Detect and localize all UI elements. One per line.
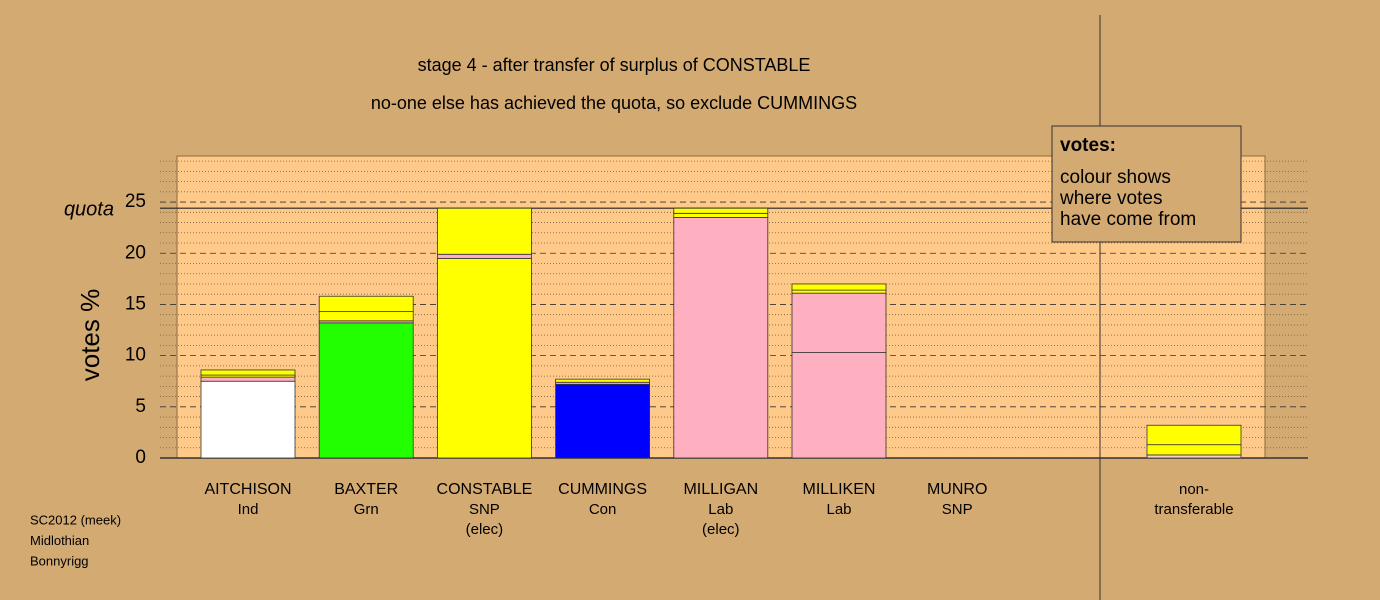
x-tick-label: Lab [708, 501, 733, 518]
chart-title: stage 4 - after transfer of surplus of C… [418, 55, 811, 75]
footer-text: Midlothian [30, 533, 89, 548]
y-tick-label: 20 [125, 242, 146, 263]
x-tick-label: BAXTER [334, 481, 398, 498]
bar-segment [791, 289, 887, 294]
bar-segment [555, 383, 650, 459]
x-tick-label: (elec) [466, 521, 504, 538]
y-tick-label: 15 [125, 293, 146, 314]
y-tick-label: 25 [125, 191, 146, 212]
x-tick-label: Con [589, 501, 617, 518]
x-tick-label: Ind [238, 501, 259, 518]
bar-segment [791, 283, 887, 291]
x-tick-label: MILLIGAN [683, 481, 758, 498]
x-tick-label: AITCHISON [204, 481, 291, 498]
x-tick-label: SNP [942, 501, 973, 518]
legend-box [1051, 125, 1242, 243]
bar-segment [673, 207, 769, 214]
x-tick-label: CUMMINGS [558, 481, 647, 498]
bar-segment [1146, 454, 1242, 459]
bar-segment [318, 311, 414, 322]
legend-title: votes: [1060, 135, 1116, 156]
bar-segment [200, 376, 296, 382]
bar-segment [791, 292, 887, 353]
bar-segment [1146, 444, 1242, 456]
bar-segment [318, 295, 414, 313]
bar-segment [436, 253, 532, 259]
bar-segment [673, 212, 769, 218]
legend-text: where votes [1059, 188, 1162, 209]
x-tick-label: non- [1179, 481, 1209, 498]
y-tick-label: 5 [135, 396, 146, 417]
bar-segment [318, 322, 414, 459]
bar-segment [673, 217, 769, 459]
chart-subtitle: no-one else has achieved the quota, so e… [371, 93, 857, 113]
legend-text: colour shows [1060, 167, 1171, 188]
x-tick-label: Lab [826, 501, 851, 518]
x-tick-label: CONSTABLE [437, 481, 533, 498]
legend-text: have come from [1060, 209, 1196, 230]
bar-segment [200, 380, 296, 459]
x-tick-label: MILLIKEN [803, 481, 876, 498]
bar-segment [436, 257, 532, 459]
x-tick-label: MUNRO [927, 481, 987, 498]
bar-segment [436, 207, 532, 255]
y-tick-label: 10 [125, 345, 146, 366]
bar-segment [200, 369, 296, 376]
bar-segment [791, 352, 887, 459]
footer-text: Bonnyrigg [30, 553, 89, 568]
y-tick-label: 0 [135, 447, 146, 468]
x-tick-label: Grn [354, 501, 379, 518]
x-tick-label: transferable [1154, 501, 1233, 518]
bar-segment [555, 378, 650, 383]
bar-segment [1146, 424, 1242, 446]
x-tick-label: (elec) [702, 521, 740, 538]
y-axis-label: votes % [75, 289, 105, 382]
x-tick-label: SNP [469, 501, 500, 518]
footer-text: SC2012 (meek) [30, 512, 121, 527]
quota-label: quota [64, 198, 114, 220]
